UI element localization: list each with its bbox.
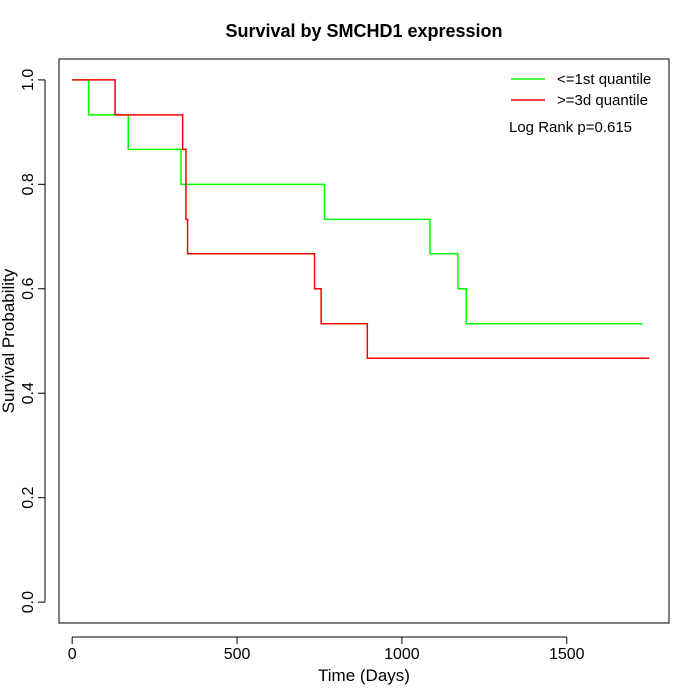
x-tick-label: 1000 [384, 646, 420, 663]
plot-frame [58, 58, 670, 624]
survival-curve-1 [72, 79, 643, 325]
survival-curve-2 [72, 79, 650, 359]
x-tick-label: 1500 [549, 646, 585, 663]
y-tick-label: 0.6 [20, 278, 37, 300]
log-rank-annotation: Log Rank p=0.615 [509, 119, 632, 136]
y-axis-label: Survival Probability [0, 268, 18, 413]
y-tick-label: 1.0 [20, 69, 37, 91]
legend-label: >=3d quantile [557, 92, 648, 109]
y-tick-label: 0.2 [20, 486, 37, 508]
chart-title: Survival by SMCHD1 expression [225, 21, 502, 41]
x-tick-label: 500 [224, 646, 251, 663]
legend-label: <=1st quantile [557, 71, 651, 88]
series-layer [72, 79, 650, 359]
y-axis: 0.0 0.2 0.4 0.6 0.8 1.0 [20, 69, 46, 613]
x-tick-label: 0 [68, 646, 77, 663]
y-tick-label: 0.8 [20, 173, 37, 195]
legend: <=1st quantile >=3d quantile [511, 71, 651, 109]
x-axis-label: Time (Days) [318, 666, 410, 685]
x-axis: 0 500 1000 1500 [68, 636, 585, 663]
y-tick-label: 0.0 [20, 591, 37, 613]
y-tick-label: 0.4 [20, 382, 37, 404]
